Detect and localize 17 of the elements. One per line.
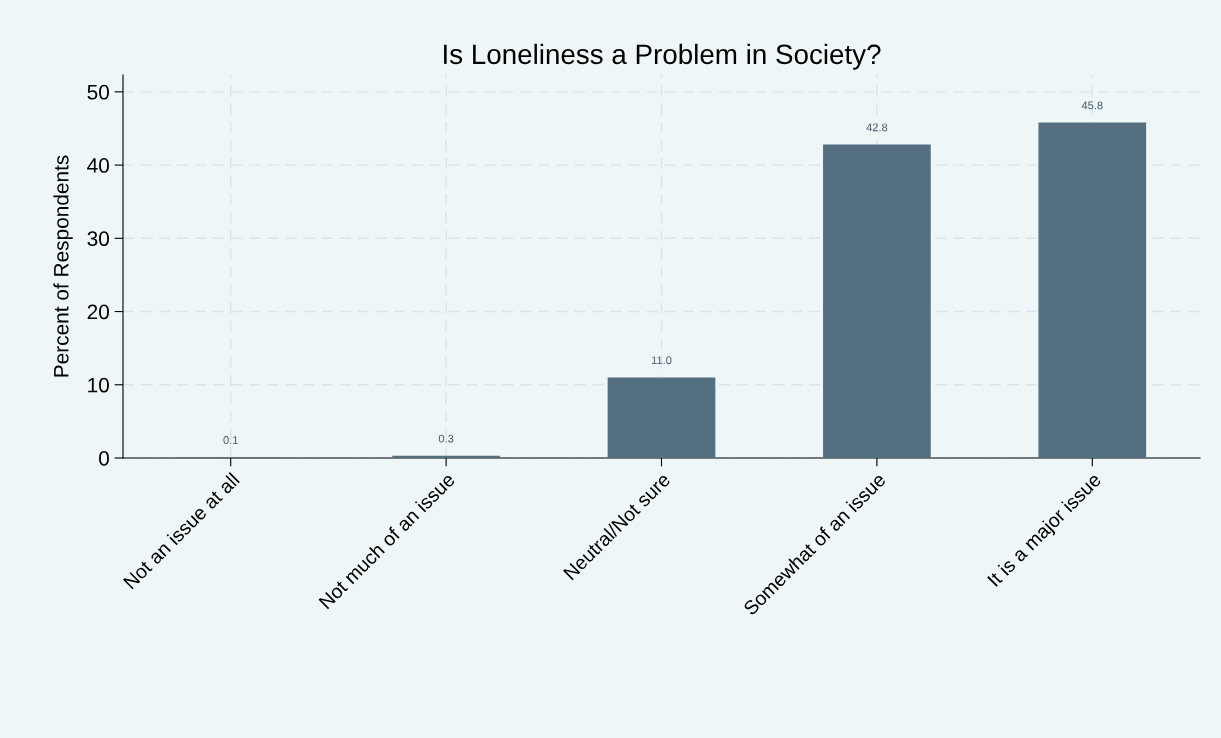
y-tick-label: 30 [87,231,109,247]
y-tick-label: 20 [87,304,109,320]
bar [392,455,500,458]
chart-title: Is Loneliness a Problem in Society? [444,43,881,70]
data-label: 11.0 [651,356,672,365]
data-label: 0.1 [223,436,238,444]
y-tick-label: 40 [87,158,109,173]
y-tick-label: 0 [99,451,109,466]
y-axis-title: Percent of Respondents [53,155,73,377]
y-tick-label: 10 [88,377,109,393]
bar [823,144,931,458]
data-label: 42.8 [866,123,888,132]
data-label: 0.3 [438,434,454,443]
bar [1038,122,1147,458]
bar [607,377,716,458]
y-tick-label: 50 [87,84,109,100]
data-label: 45.8 [1081,101,1103,110]
